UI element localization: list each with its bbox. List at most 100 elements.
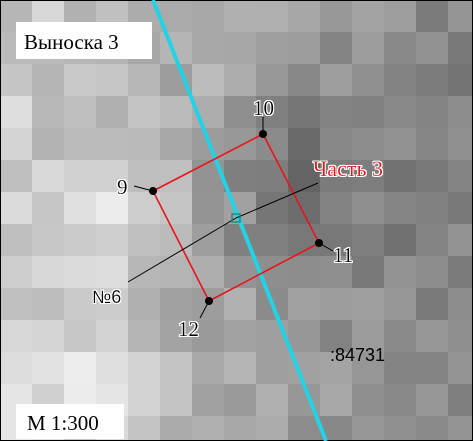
raster-tile xyxy=(352,96,384,128)
raster-tile xyxy=(288,320,320,352)
raster-tile xyxy=(384,320,416,352)
raster-tile xyxy=(64,288,96,320)
raster-tile xyxy=(448,384,473,416)
raster-tile xyxy=(384,352,416,384)
raster-tile xyxy=(128,288,160,320)
raster-tile xyxy=(32,128,64,160)
raster-tile xyxy=(288,32,320,64)
raster-tile xyxy=(448,96,473,128)
raster-tile xyxy=(320,256,352,288)
raster-tile xyxy=(224,128,256,160)
raster-tile xyxy=(96,320,128,352)
raster-tile xyxy=(352,288,384,320)
raster-tile xyxy=(96,256,128,288)
raster-tile xyxy=(224,160,256,192)
raster-tile xyxy=(256,352,288,384)
raster-tile xyxy=(192,224,224,256)
raster-tile xyxy=(352,160,384,192)
raster-tile xyxy=(384,288,416,320)
raster-tile xyxy=(32,192,64,224)
raster-tile xyxy=(32,288,64,320)
raster-tile xyxy=(0,320,32,352)
raster-tile xyxy=(320,224,352,256)
raster-tile xyxy=(320,160,352,192)
raster-tile xyxy=(448,128,473,160)
raster-tile xyxy=(128,96,160,128)
raster-tile xyxy=(96,224,128,256)
raster-tile xyxy=(288,192,320,224)
raster-tile xyxy=(96,64,128,96)
raster-tile xyxy=(128,64,160,96)
raster-tile xyxy=(192,256,224,288)
raster-tile xyxy=(0,128,32,160)
raster-tile xyxy=(192,192,224,224)
raster-tile xyxy=(416,320,448,352)
raster-tile xyxy=(32,160,64,192)
raster-tile xyxy=(192,64,224,96)
raster-tile xyxy=(352,224,384,256)
scale-box xyxy=(16,404,124,439)
raster-tile xyxy=(288,160,320,192)
raster-tile xyxy=(352,64,384,96)
raster-tile xyxy=(352,384,384,416)
inset-title: Выноска 3 xyxy=(24,30,119,54)
raster-tile xyxy=(320,128,352,160)
raster-tile xyxy=(256,224,288,256)
raster-tile xyxy=(288,416,320,441)
raster-tile xyxy=(448,32,473,64)
center-marker xyxy=(231,213,241,223)
raster-tile xyxy=(448,352,473,384)
raster-tile xyxy=(0,224,32,256)
object-leader-line xyxy=(127,217,237,283)
raster-tile xyxy=(448,224,473,256)
raster-tile xyxy=(384,64,416,96)
raster-tile xyxy=(384,416,416,441)
raster-tile xyxy=(192,416,224,441)
part-leader-line xyxy=(235,182,319,219)
raster-tile xyxy=(352,0,384,32)
raster-tile xyxy=(416,384,448,416)
raster-tile xyxy=(96,288,128,320)
raster-tile xyxy=(128,224,160,256)
raster-tile xyxy=(128,384,160,416)
raster-tile xyxy=(384,192,416,224)
raster-tile xyxy=(64,320,96,352)
raster-tile xyxy=(416,160,448,192)
raster-tile xyxy=(288,0,320,32)
raster-tile xyxy=(256,384,288,416)
raster-tile xyxy=(64,96,96,128)
point-10-label: 10 xyxy=(253,96,274,120)
raster-tile xyxy=(224,288,256,320)
raster-tile xyxy=(224,256,256,288)
raster-tile xyxy=(0,352,32,384)
raster-tile xyxy=(352,416,384,441)
raster-tile xyxy=(416,96,448,128)
part-label: Часть 3 xyxy=(313,156,383,181)
raster-tile xyxy=(384,224,416,256)
raster-tile xyxy=(320,96,352,128)
raster-tile xyxy=(224,384,256,416)
raster-tile xyxy=(384,32,416,64)
raster-tile xyxy=(416,32,448,64)
cadastral-number: :84731 xyxy=(330,345,385,365)
raster-tile xyxy=(0,256,32,288)
raster-tile xyxy=(64,224,96,256)
raster-tile xyxy=(448,256,473,288)
raster-tile xyxy=(32,352,64,384)
raster-tile xyxy=(384,128,416,160)
raster-tile xyxy=(32,96,64,128)
raster-tile xyxy=(416,0,448,32)
raster-tile xyxy=(256,32,288,64)
scale-label: М 1:300 xyxy=(27,411,99,435)
raster-tile xyxy=(224,320,256,352)
point-9-label: 9 xyxy=(117,175,128,199)
raster-tile xyxy=(224,64,256,96)
raster-tile xyxy=(448,416,473,441)
raster-tile xyxy=(416,128,448,160)
raster-tile xyxy=(64,256,96,288)
raster-tile xyxy=(160,128,192,160)
raster-tile xyxy=(64,352,96,384)
raster-tile xyxy=(320,192,352,224)
raster-tile xyxy=(384,96,416,128)
